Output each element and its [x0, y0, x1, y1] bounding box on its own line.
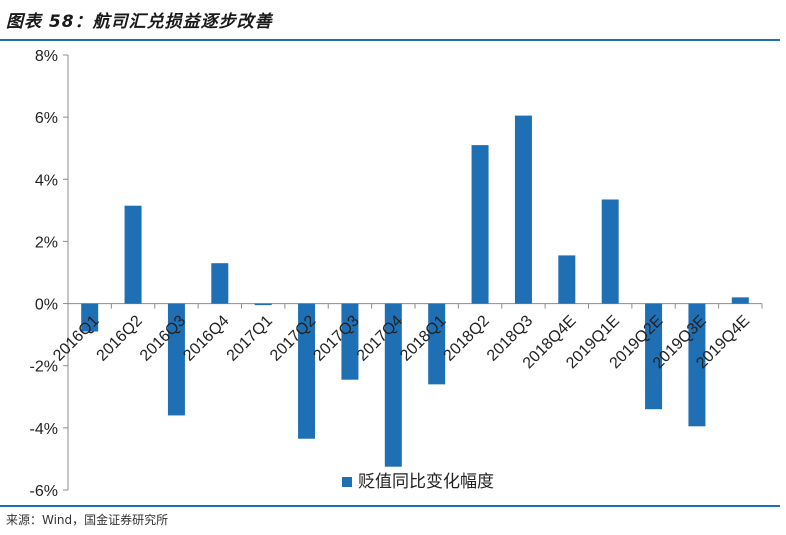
bar-2018Q4E [558, 255, 576, 304]
bar-2016Q2 [124, 205, 142, 304]
figure-title: 图表 58：航司汇兑损益逐步改善 [6, 12, 273, 32]
legend-swatch [342, 477, 352, 487]
bar-2017Q1 [254, 303, 272, 306]
x-tick-label: 2017Q1 [224, 312, 276, 364]
y-tick-label: 2% [35, 234, 58, 251]
bar-2019Q4E [731, 297, 749, 304]
source-note: 来源：Wind，国金证券研究所 [6, 513, 169, 527]
title-rule [0, 39, 780, 41]
x-tick-label: 2016Q4 [180, 312, 232, 364]
bar-2017Q3 [341, 303, 359, 380]
bar-2019Q1E [601, 199, 619, 304]
x-tick-label: 2016Q1 [50, 312, 102, 364]
y-tick-label: 4% [35, 172, 58, 189]
y-tick-label: 0% [35, 297, 58, 314]
y-tick-label: 6% [35, 110, 58, 127]
bar-2019Q2E [645, 303, 663, 410]
y-tick-label: -2% [30, 359, 58, 376]
bar-2018Q3 [514, 115, 532, 304]
bar-2019Q3E [688, 303, 706, 427]
x-tick-label: 2016Q2 [94, 312, 146, 364]
bar-layer [81, 115, 749, 467]
y-tick-label: -4% [30, 421, 58, 438]
bar-2018Q2 [471, 145, 489, 304]
x-tick-label: 2018Q2 [441, 312, 493, 364]
legend-label: 贬值同比变化幅度 [358, 472, 494, 491]
legend: 贬值同比变化幅度 [342, 472, 494, 491]
bar-2017Q4 [384, 303, 402, 467]
bar-2017Q2 [298, 303, 316, 439]
bar-2018Q1 [428, 303, 446, 385]
source-rule [0, 505, 780, 507]
bar-2016Q1 [81, 303, 99, 332]
bar-2016Q3 [167, 303, 185, 416]
bar-2016Q4 [211, 263, 229, 304]
y-tick-label: 8% [35, 48, 58, 65]
y-tick-label: -6% [30, 483, 58, 500]
